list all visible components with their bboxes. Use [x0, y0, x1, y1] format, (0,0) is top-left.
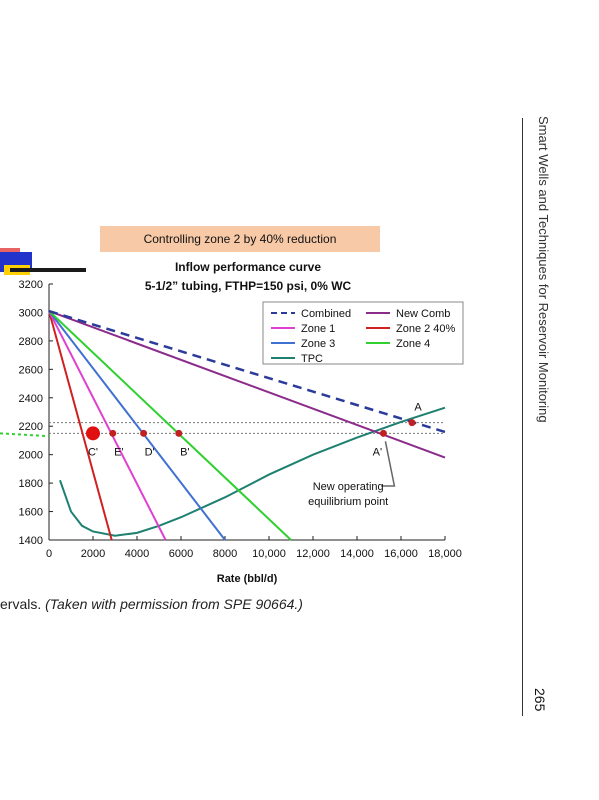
figure-caption: ervals. (Taken with permission from SPE … [0, 596, 303, 612]
point-c-prime [86, 426, 100, 441]
legend-label: Zone 3 [301, 338, 335, 350]
legend-box [262, 301, 464, 365]
y-tick-label: 1800 [19, 478, 43, 490]
legend-label: Zone 1 [301, 323, 335, 335]
y-tick-label: 1400 [19, 535, 43, 547]
chart-title-line1: Inflow performance curve [174, 260, 322, 274]
caption-text: ervals. [0, 596, 46, 612]
series-line-new-comb [48, 310, 446, 459]
black-bar-graphic [10, 268, 86, 272]
chart-title: Inflow performance curve 5-1/2” tubing, … [38, 258, 458, 296]
point-a [408, 419, 416, 427]
series-line-zone-3 [48, 310, 226, 541]
y-tick-label: 2400 [19, 393, 43, 405]
y-tick-label: 3000 [19, 307, 43, 319]
legend-label: Zone 4 [396, 338, 430, 350]
x-tick-label: 6000 [169, 548, 193, 560]
y-tick-label: 2000 [19, 450, 43, 462]
point-label: A [414, 402, 422, 414]
annotation-text-line1: New operating [313, 481, 384, 493]
page-number: 265 [532, 688, 548, 712]
x-tick-label: 14,000 [340, 548, 374, 560]
ipr-chart: 1400 1600 1800 2000 2200 2400 2600 2800 3000 3200… [0, 279, 464, 585]
series-line-zone-2-40- [48, 310, 113, 541]
legend-label: New Comb [396, 308, 450, 320]
point-d-prime [140, 429, 148, 437]
running-head: Smart Wells and Techniques for Reservoir… [536, 116, 551, 423]
series-line-combined [48, 309, 446, 434]
point-label: E' [114, 446, 123, 458]
legend-label: Zone 2 40% [396, 323, 456, 335]
chart-title-line2: 5-1/2” tubing, FTHP=150 psi, 0% WC [144, 279, 352, 293]
x-axis-label: Rate (bbl/d) [217, 573, 278, 585]
y-tick-label: 2800 [19, 336, 43, 348]
margin-rule [522, 118, 523, 716]
point-b-prime [175, 429, 183, 437]
chart-banner: Controlling zone 2 by 40% reduction [100, 226, 380, 252]
caption-citation: (Taken with permission from SPE 90664.) [45, 596, 303, 612]
point-label: C' [88, 446, 98, 458]
point-e-prime [109, 429, 117, 437]
point-a-prime [379, 429, 387, 437]
y-tick-label: 1600 [19, 507, 43, 519]
point-label: B' [180, 446, 189, 458]
y-tick-label: 2600 [19, 364, 43, 376]
x-tick-label: 4000 [125, 548, 149, 560]
series-line-zone-1 [48, 310, 167, 541]
point-label: A' [373, 446, 382, 458]
x-tick-label: 16,000 [384, 548, 418, 560]
legend-label: Combined [301, 308, 351, 320]
y-tick-label: 3200 [19, 279, 43, 291]
x-tick-label: 18,000 [428, 548, 462, 560]
annotation-text-line2: equilibrium point [308, 496, 388, 508]
point-label: D' [145, 446, 155, 458]
x-tick-label: 8000 [213, 548, 237, 560]
x-tick-label: 0 [46, 548, 52, 560]
x-tick-label: 2000 [81, 548, 105, 560]
x-tick-label: 10,000 [252, 548, 286, 560]
annotation-arrow [381, 441, 396, 487]
y-tick-label: 2200 [19, 421, 43, 433]
legend-label: TPC [301, 353, 323, 365]
series-line-tpc [59, 406, 446, 537]
left-extension-line [0, 432, 50, 438]
series-line-zone-4 [48, 310, 292, 541]
x-tick-label: 12,000 [296, 548, 330, 560]
